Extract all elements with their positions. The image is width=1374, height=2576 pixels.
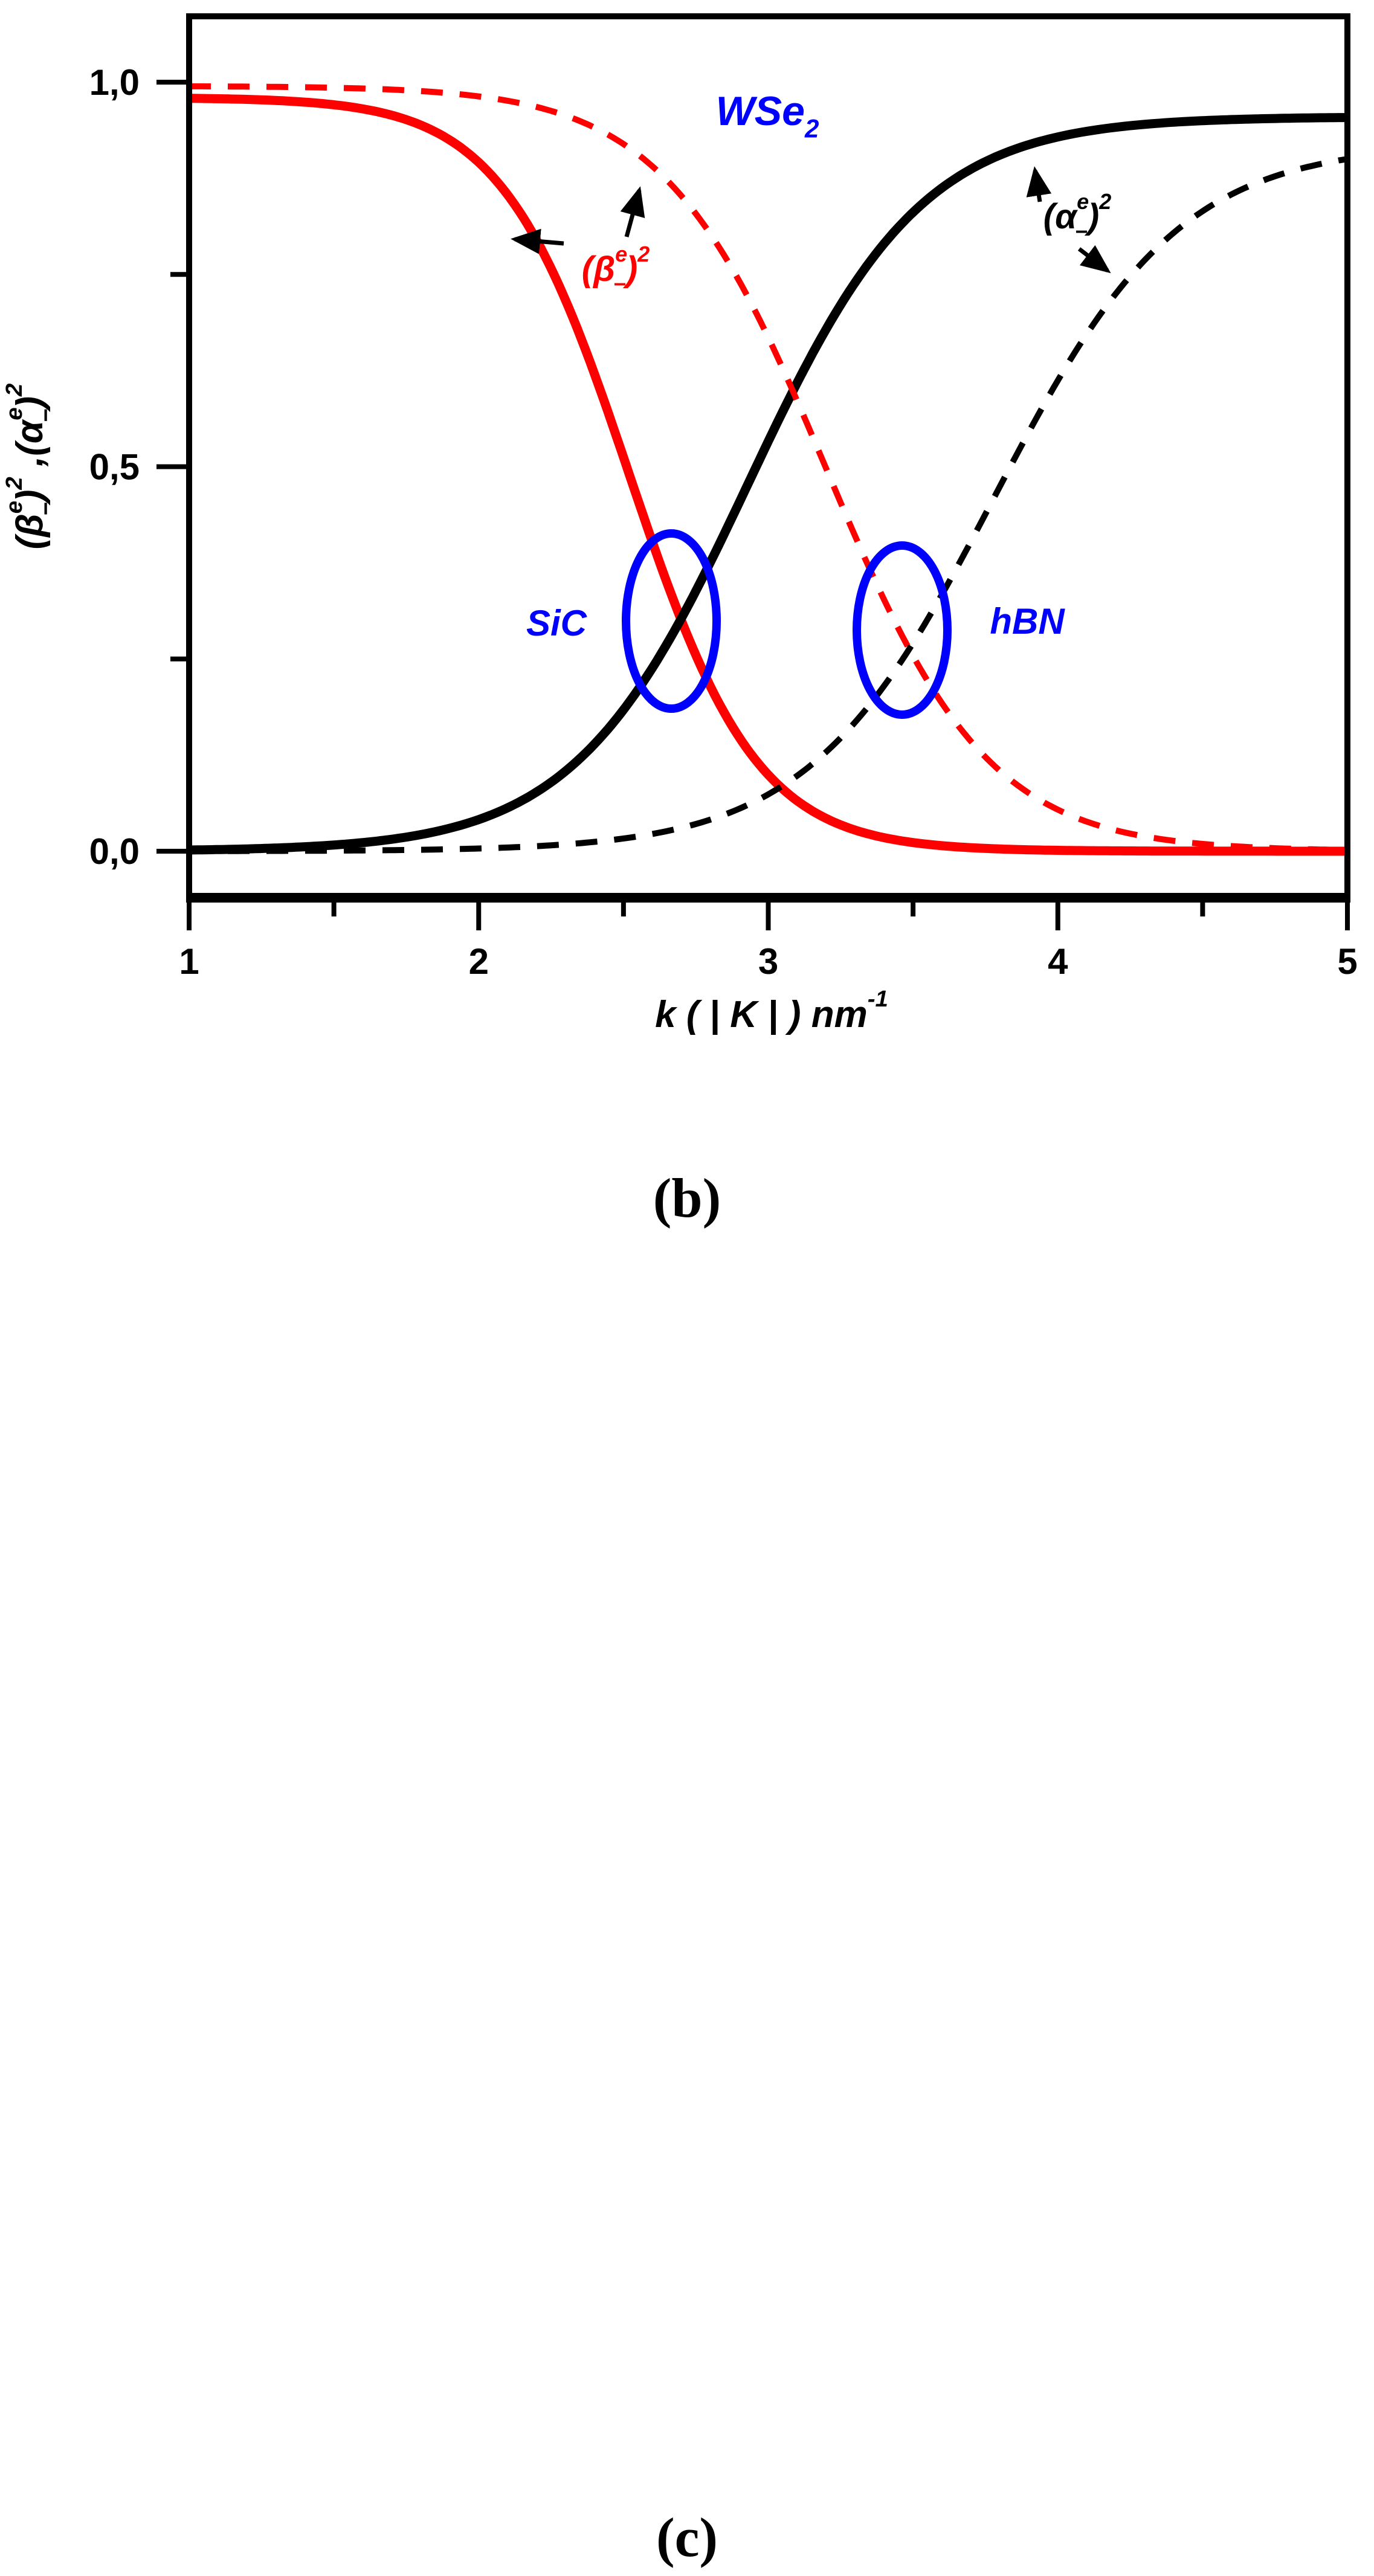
y-tick-label: 0,0 bbox=[89, 831, 140, 872]
sic-ellipse bbox=[622, 529, 721, 713]
chart-b-wse2: 1 2 3 4 5 0,0 0,5 1,0 k ( | K | ) nm-1 (βe −)2 ,(α… bbox=[1, 13, 1358, 1035]
series-beta-e-minus-squared-solid-solid bbox=[189, 94, 1347, 856]
x-tick-label: 2 bbox=[469, 941, 489, 982]
panel-title: WSe2 bbox=[716, 88, 819, 143]
plot-frame bbox=[186, 13, 1350, 901]
panel-c-caption: (c) bbox=[656, 2507, 718, 2568]
panel-b-caption: (b) bbox=[653, 1167, 721, 1229]
x-tick-label: 3 bbox=[758, 941, 778, 982]
material-label-sic: SiC bbox=[526, 603, 588, 643]
beta-label-arrow bbox=[511, 228, 564, 254]
y-tick-label: 0,5 bbox=[89, 447, 140, 488]
x-tick-label: 4 bbox=[1048, 941, 1068, 982]
panel-b: 1 2 3 4 5 0,0 0,5 1,0 k ( | K | ) nm-1 (βe −)2 ,(α… bbox=[1, 13, 1358, 1229]
hbn-ellipse bbox=[853, 541, 952, 719]
alpha-curve-label: (αe −)2 bbox=[1043, 189, 1111, 243]
x-tick-label: 1 bbox=[179, 941, 199, 982]
x-axis-label: k ( | K | ) nm-1 bbox=[655, 986, 888, 1035]
beta-curve-label: (βe −)2 bbox=[582, 242, 650, 296]
alpha-label-arrow bbox=[1026, 166, 1052, 202]
y-axis-label: (βe −)2 ,(αe −)2 bbox=[1, 384, 59, 550]
chart-c-mos2: 34560,00,51,0k ( | K | ) nm-1(βe−)2 ,(αe… bbox=[0, 1288, 1374, 2576]
x-tick-label: 5 bbox=[1337, 941, 1357, 982]
beta-label-arrow bbox=[620, 186, 645, 237]
series-alpha-e-minus-squared-dashed-dashed bbox=[189, 156, 1348, 854]
material-label-hbn: hBN bbox=[990, 601, 1065, 642]
panel-c: 34560,00,51,0k ( | K | ) nm-1(βe−)2 ,(αe… bbox=[0, 1288, 1374, 2576]
alpha-label-arrow bbox=[1077, 245, 1111, 274]
series-alpha-e-minus-squared-solid-solid bbox=[189, 113, 1348, 855]
series-beta-e-minus-squared-dashed-dashed bbox=[189, 83, 1348, 853]
y-tick-label: 1,0 bbox=[89, 62, 140, 103]
